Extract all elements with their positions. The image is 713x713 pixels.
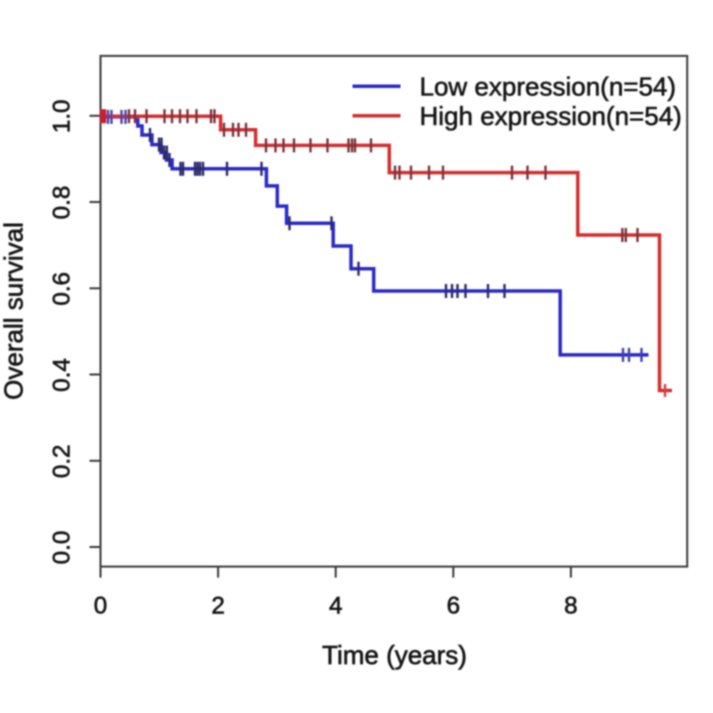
svg-text:0.6: 0.6: [49, 272, 76, 306]
svg-text:0.0: 0.0: [49, 531, 76, 565]
svg-text:Low expression(n=54): Low expression(n=54): [420, 71, 677, 101]
svg-text:Overall survival: Overall survival: [0, 222, 28, 400]
svg-text:6: 6: [447, 593, 460, 620]
svg-text:2: 2: [211, 593, 224, 620]
svg-text:4: 4: [329, 593, 342, 620]
svg-text:0.2: 0.2: [49, 444, 76, 478]
svg-text:0.8: 0.8: [49, 186, 76, 220]
svg-text:8: 8: [564, 593, 577, 620]
svg-text:0.4: 0.4: [49, 358, 76, 392]
svg-text:High expression(n=54): High expression(n=54): [420, 101, 682, 131]
svg-text:0: 0: [94, 593, 107, 620]
svg-text:1.0: 1.0: [49, 99, 76, 133]
svg-text:Time (years): Time (years): [322, 640, 467, 670]
